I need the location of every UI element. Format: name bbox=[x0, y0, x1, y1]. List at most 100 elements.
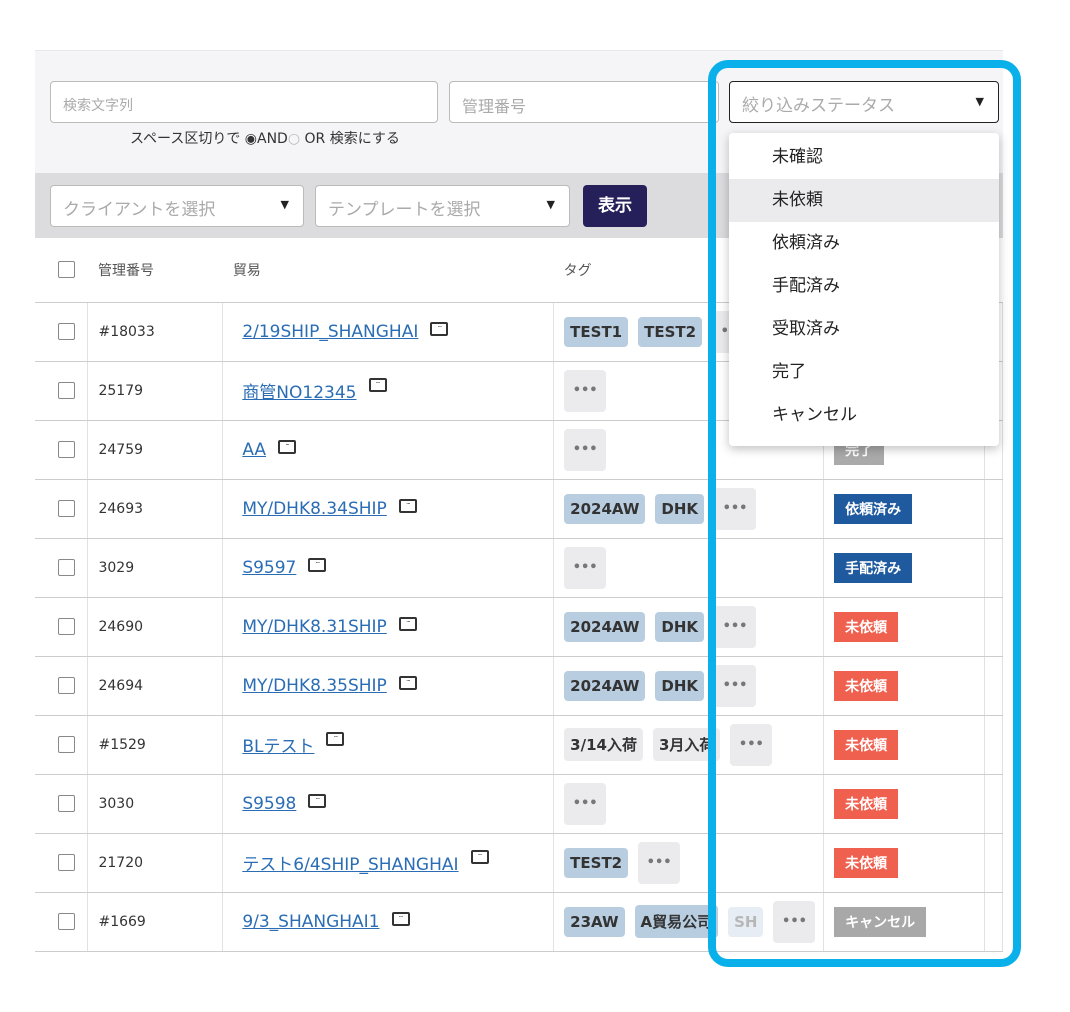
row-checkbox[interactable] bbox=[58, 736, 75, 753]
status-option[interactable]: 依頼済み bbox=[772, 233, 840, 253]
caret-down-icon: ▼ bbox=[280, 198, 289, 211]
status-badge: 未依頼 bbox=[834, 788, 899, 819]
ellipsis-icon[interactable]: ••• bbox=[730, 723, 773, 766]
ellipsis-icon[interactable]: ••• bbox=[564, 546, 607, 589]
control-number-input[interactable]: 管理番号 bbox=[449, 81, 719, 123]
status-badge: キャンセル bbox=[834, 906, 927, 937]
tag[interactable]: 2024AW bbox=[564, 670, 646, 701]
ellipsis-icon[interactable]: ••• bbox=[564, 428, 607, 471]
comment-icon[interactable]: ··· bbox=[308, 557, 327, 572]
trade-link[interactable]: BLテスト bbox=[242, 737, 315, 757]
row-checkbox[interactable] bbox=[58, 323, 75, 340]
tag[interactable]: TEST1 bbox=[564, 316, 629, 347]
tag[interactable]: SH bbox=[728, 906, 764, 937]
ellipsis-icon[interactable]: ••• bbox=[564, 782, 607, 825]
status-option[interactable]: 未確認 bbox=[772, 147, 823, 167]
comment-icon[interactable]: ··· bbox=[398, 498, 417, 513]
row-checkbox[interactable] bbox=[58, 795, 75, 812]
ellipsis-icon[interactable]: ••• bbox=[714, 605, 757, 648]
row-checkbox[interactable] bbox=[58, 441, 75, 458]
ellipsis-icon[interactable]: ••• bbox=[773, 900, 816, 943]
comment-icon[interactable]: ··· bbox=[398, 675, 417, 690]
trade-link[interactable]: MY/DHK8.34SHIP bbox=[242, 498, 387, 519]
row-checkbox[interactable] bbox=[58, 677, 75, 694]
status-dropdown-menu: 未確認未依頼依頼済み手配済み受取済み完了キャンセル bbox=[729, 133, 999, 446]
row-id: 3029 bbox=[87, 538, 224, 598]
select-all-checkbox[interactable] bbox=[58, 261, 75, 279]
trade-link[interactable]: S9598 bbox=[242, 793, 297, 814]
tag[interactable]: 2024AW bbox=[564, 611, 646, 642]
comment-icon[interactable]: ··· bbox=[470, 850, 489, 864]
trade-table: 管理番号 貿易 タグ #18033 2/19SHIP_SHANGHAI ··· T… bbox=[35, 238, 1004, 952]
comment-icon[interactable]: ··· bbox=[326, 732, 345, 746]
trade-link[interactable]: 9/3_SHANGHAI1 bbox=[242, 911, 380, 932]
template-select[interactable]: テンプレートを選択 ▼ bbox=[315, 185, 570, 227]
trade-link[interactable]: AA bbox=[242, 439, 267, 460]
ellipsis-icon[interactable]: ••• bbox=[638, 841, 681, 884]
row-id: 21720 bbox=[87, 833, 224, 893]
table-row: 24693 MY/DHK8.34SHIP ··· 2024AW DHK ••• 依頼済… bbox=[35, 479, 1004, 539]
or-radio[interactable]: ○ OR 検索にする bbox=[287, 131, 400, 147]
hint-prefix: スペース区切りで bbox=[130, 131, 241, 147]
row-checkbox[interactable] bbox=[58, 618, 75, 635]
table-row: 24694 MY/DHK8.35SHIP ··· 2024AW DHK ••• 未依頼 bbox=[35, 656, 1004, 716]
row-checkbox[interactable] bbox=[58, 913, 75, 930]
header-id: 管理番号 bbox=[87, 238, 223, 303]
status-filter-select[interactable]: 絞り込みステータス ▼ bbox=[729, 81, 999, 123]
row-checkbox[interactable] bbox=[58, 854, 75, 871]
row-id: 25179 bbox=[87, 361, 224, 421]
trade-link[interactable]: テスト6/4SHIP_SHANGHAI bbox=[242, 855, 459, 875]
tag[interactable]: 3月入荷 bbox=[652, 728, 721, 761]
status-badge: 未依頼 bbox=[834, 611, 899, 642]
trade-link[interactable]: MY/DHK8.31SHIP bbox=[242, 616, 387, 637]
row-checkbox[interactable] bbox=[58, 559, 75, 576]
client-select-label: クライアントを選択 bbox=[63, 200, 216, 220]
status-option[interactable]: 完了 bbox=[772, 362, 806, 382]
table-row: #1529 BLテスト ··· 3/14入荷 3月入荷 ••• 未依頼 bbox=[35, 715, 1004, 775]
comment-icon[interactable]: ··· bbox=[398, 616, 417, 631]
trade-link[interactable]: 商管NO12345 bbox=[242, 383, 357, 403]
status-filter-label: 絞り込みステータス bbox=[742, 96, 895, 116]
row-id: #1669 bbox=[87, 892, 224, 952]
tag[interactable]: 23AW bbox=[564, 906, 625, 937]
row-checkbox[interactable] bbox=[58, 500, 75, 517]
tag[interactable]: 3/14入荷 bbox=[564, 728, 643, 761]
row-id: 24759 bbox=[87, 420, 224, 480]
and-radio[interactable]: ◉AND bbox=[244, 131, 288, 147]
caret-down-icon: ▼ bbox=[546, 198, 555, 211]
trade-link[interactable]: S9597 bbox=[242, 557, 297, 578]
comment-icon[interactable]: ··· bbox=[430, 321, 449, 336]
table-row: 24690 MY/DHK8.31SHIP ··· 2024AW DHK ••• 未依頼 bbox=[35, 597, 1004, 657]
search-mode-hint: スペース区切りで ◉AND○ OR 検索にする bbox=[130, 128, 400, 148]
ellipsis-icon[interactable]: ••• bbox=[714, 487, 757, 530]
tag[interactable]: A貿易公司 bbox=[634, 905, 719, 938]
ellipsis-icon[interactable]: ••• bbox=[714, 664, 757, 707]
tag[interactable]: TEST2 bbox=[564, 847, 629, 878]
status-option[interactable]: 未依頼 bbox=[729, 179, 999, 222]
tag[interactable]: DHK bbox=[655, 611, 705, 642]
row-id: #1529 bbox=[87, 715, 224, 775]
comment-icon[interactable]: ··· bbox=[278, 439, 297, 454]
status-badge: 未依頼 bbox=[834, 670, 899, 701]
or-label: OR 検索にする bbox=[304, 131, 400, 147]
trade-link[interactable]: 2/19SHIP_SHANGHAI bbox=[242, 321, 419, 342]
comment-icon[interactable]: ··· bbox=[391, 911, 410, 926]
status-badge: 依頼済み bbox=[834, 493, 913, 524]
status-option[interactable]: キャンセル bbox=[772, 405, 857, 425]
row-id: 24693 bbox=[87, 479, 224, 539]
row-checkbox[interactable] bbox=[58, 382, 75, 399]
search-text-input[interactable]: 検索文字列 bbox=[50, 81, 438, 123]
tag[interactable]: DHK bbox=[655, 670, 705, 701]
status-option[interactable]: 手配済み bbox=[772, 276, 840, 296]
comment-icon[interactable]: ··· bbox=[368, 378, 387, 392]
status-option[interactable]: 受取済み bbox=[772, 319, 840, 339]
comment-icon[interactable]: ··· bbox=[308, 793, 327, 808]
status-badge: 未依頼 bbox=[834, 729, 899, 760]
tag[interactable]: DHK bbox=[655, 493, 705, 524]
tag[interactable]: TEST2 bbox=[638, 316, 703, 347]
client-select[interactable]: クライアントを選択 ▼ bbox=[50, 185, 304, 227]
tag[interactable]: 2024AW bbox=[564, 493, 646, 524]
show-button[interactable]: 表示 bbox=[583, 185, 647, 227]
ellipsis-icon[interactable]: ••• bbox=[564, 369, 607, 412]
trade-link[interactable]: MY/DHK8.35SHIP bbox=[242, 675, 387, 696]
